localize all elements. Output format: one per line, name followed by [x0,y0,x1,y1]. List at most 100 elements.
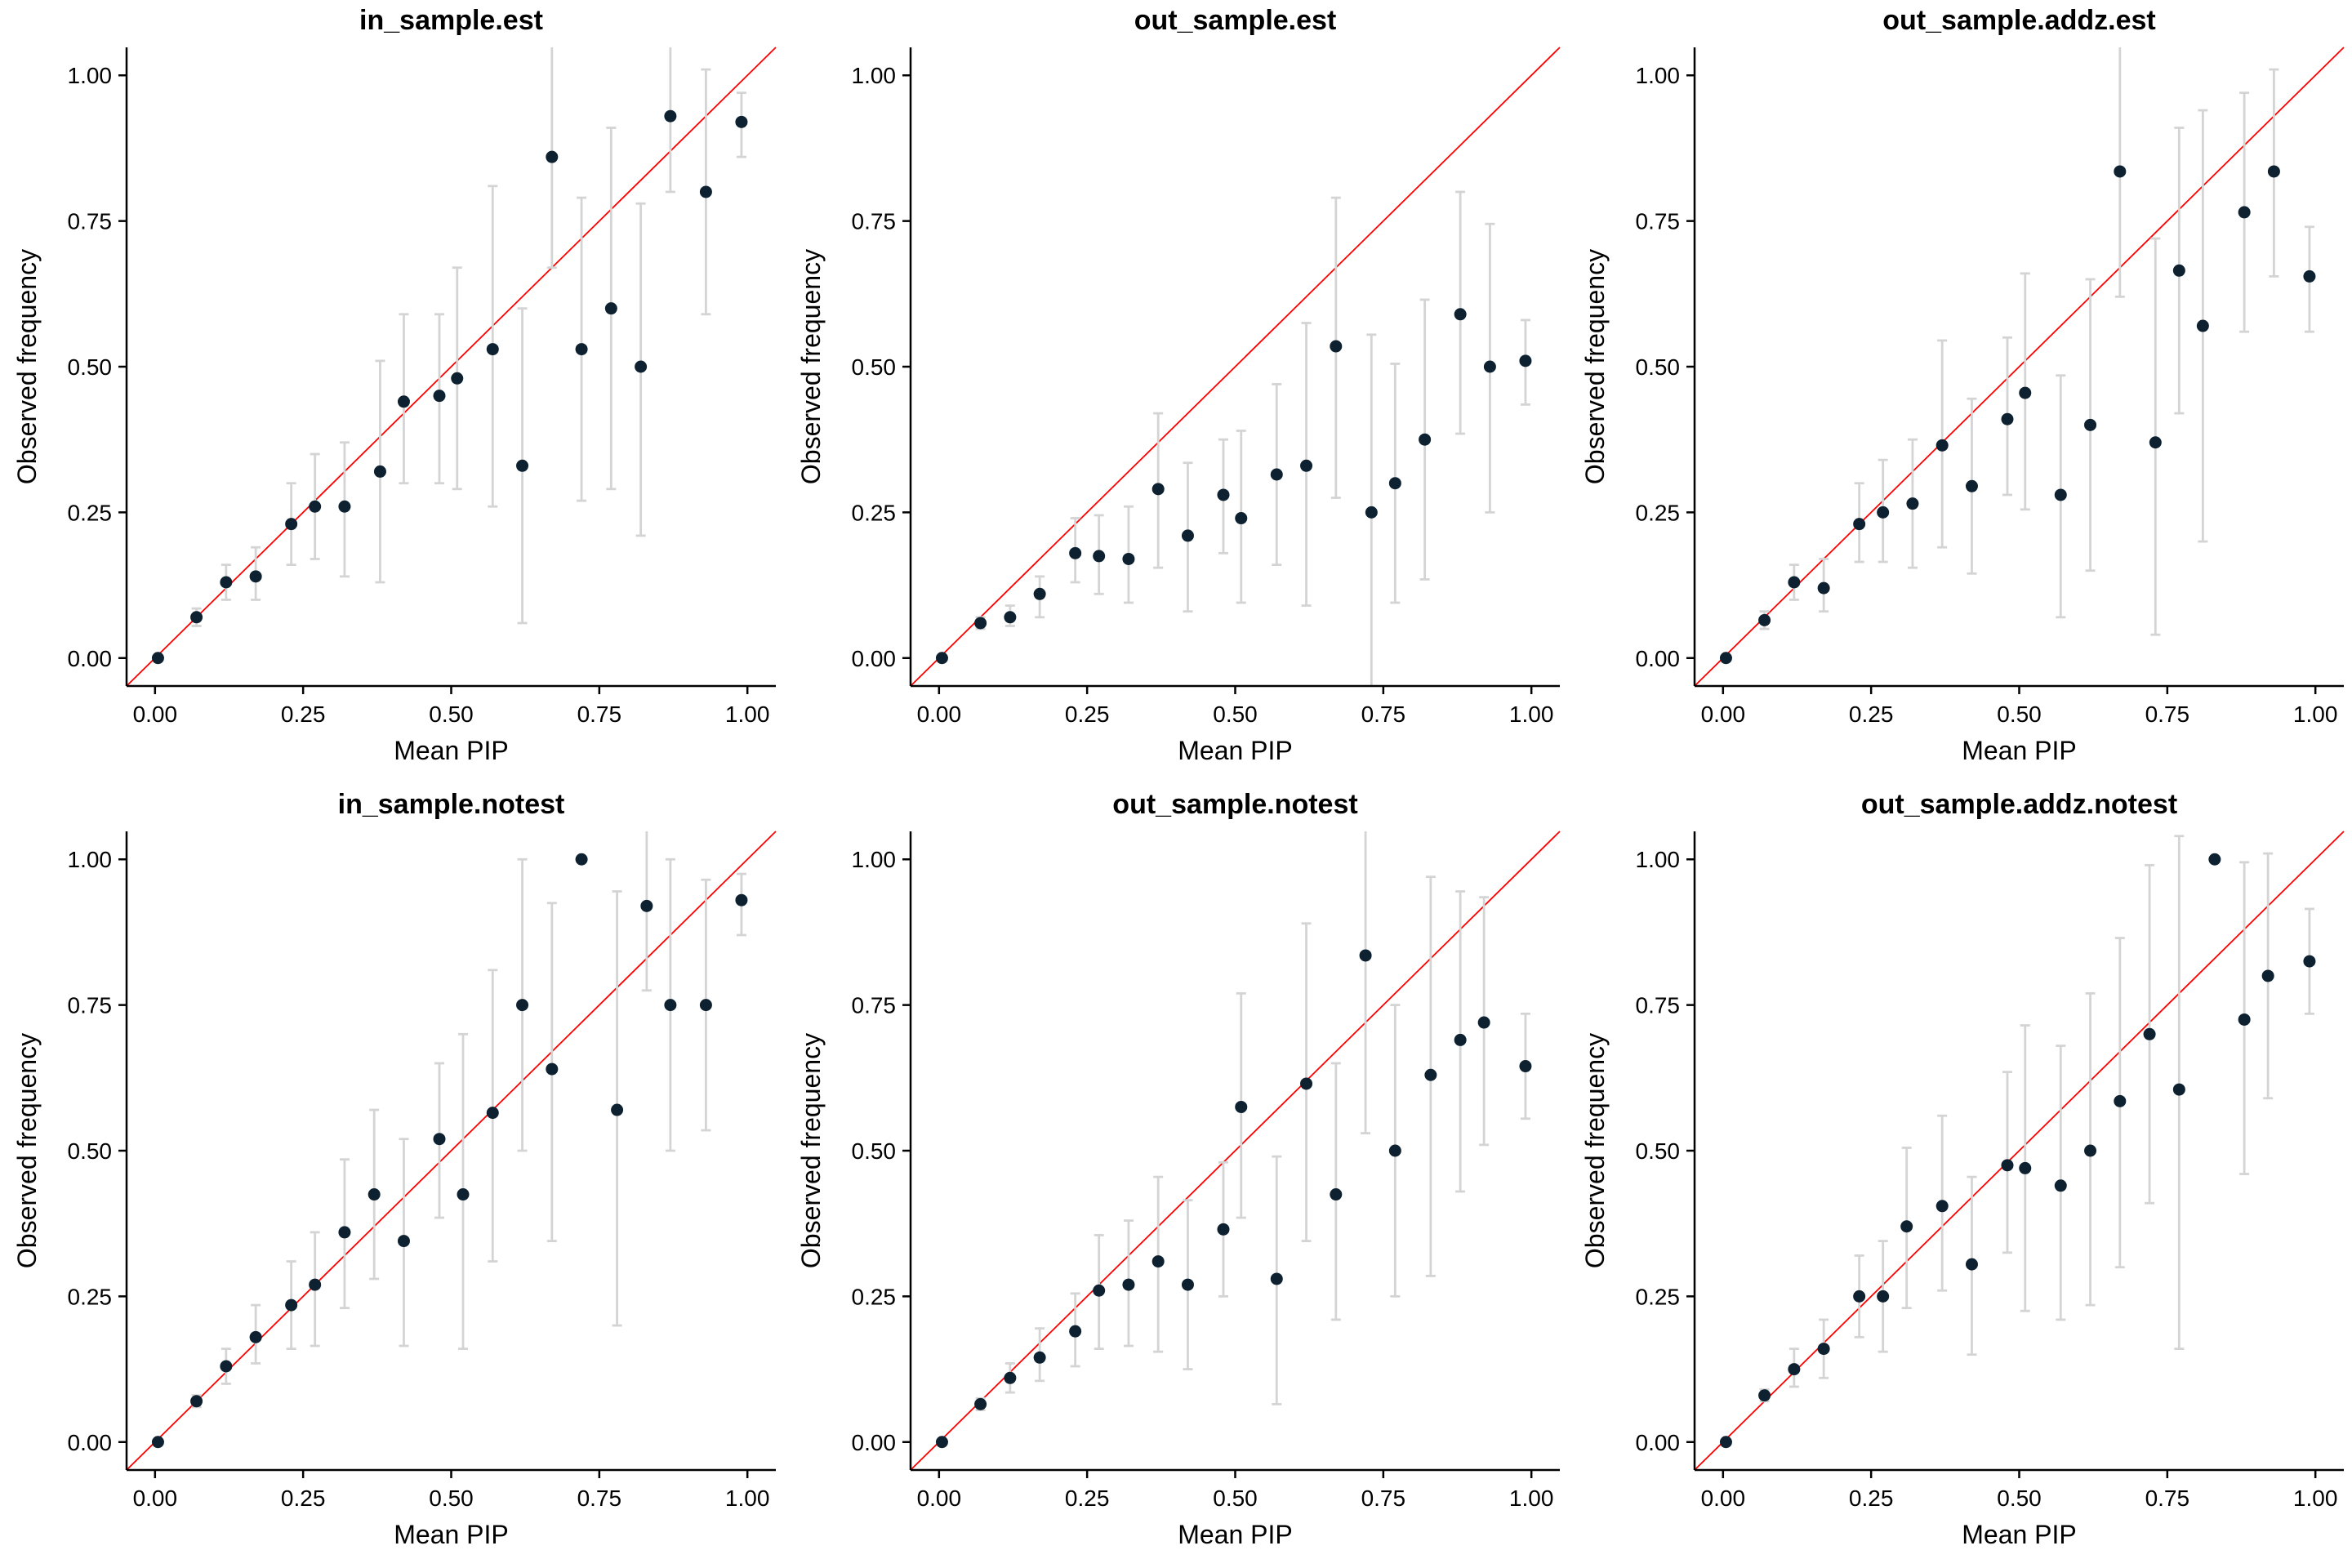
y-tick-label: 0.00 [1636,1430,1681,1455]
data-point [1936,1200,1949,1213]
data-point [2019,386,2032,399]
data-points [935,308,1532,665]
data-point [1519,1060,1532,1073]
chart-svg: 0.00 0.25 0.50 0.75 1.00 0.00 0.25 0.50 0.75 1.00… [12,5,777,765]
y-tick-label: 0.75 [1636,993,1681,1018]
data-point [190,611,203,624]
data-point [220,1360,233,1373]
data-point [1152,483,1165,496]
x-tick-label: 0.00 [917,1486,962,1511]
y-tick-label: 0.75 [1636,209,1681,234]
x-tick-label: 0.00 [133,702,178,727]
data-point [1330,1188,1343,1201]
data-point [1300,1077,1313,1090]
data-point [2149,436,2162,449]
data-point [640,899,653,912]
data-point [2001,1159,2014,1172]
data-point [974,1397,987,1410]
data-points [151,853,748,1449]
data-point [635,360,648,373]
x-tick-label: 0.75 [1361,1486,1406,1511]
data-point [1877,1290,1890,1303]
data-point [1965,479,1978,492]
data-points [1719,165,2316,665]
error-bars [191,831,746,1409]
data-point [1788,576,1801,589]
y-tick-label: 1.00 [1636,847,1681,872]
x-tick-label: 0.25 [1065,1486,1110,1511]
x-tick-label: 0.00 [917,702,962,727]
data-point [1093,1284,1106,1297]
data-point [935,1436,948,1449]
data-point [2261,969,2274,982]
identity-line [910,47,1561,687]
x-tick-label: 0.50 [1213,1486,1258,1511]
data-point [1477,1016,1490,1029]
data-point [1181,529,1194,542]
data-point [1817,581,1830,595]
y-tick-label: 0.75 [852,209,897,234]
data-point [433,1133,446,1146]
x-tick-label: 0.25 [281,702,326,727]
data-points [151,109,748,665]
data-point [735,893,748,906]
data-point [1004,1371,1017,1384]
x-tick-label: 0.50 [429,702,474,727]
y-tick-label: 0.25 [1636,1284,1681,1309]
data-point [516,999,529,1012]
data-point [1900,1220,1913,1233]
x-tick-label: 0.50 [1997,702,2042,727]
x-tick-label: 0.75 [2145,1486,2190,1511]
data-point [735,115,748,128]
panel-title: out_sample.addz.est [1882,5,2155,36]
data-point [1033,587,1046,600]
data-point [1122,552,1135,565]
y-tick-label: 0.25 [1636,500,1681,525]
x-axis-title: Mean PIP [1962,736,2077,765]
panel-in-sample-est: 0.00 0.25 0.50 0.75 1.00 0.00 0.25 0.50 0.75 1.00… [0,0,784,784]
data-points [935,949,1532,1449]
data-point [190,1395,203,1408]
x-axis-title: Mean PIP [1178,1520,1293,1549]
data-point [1877,506,1890,519]
data-point [1419,433,1432,446]
data-point [397,395,410,408]
x-tick-label: 0.75 [577,1486,622,1511]
data-point [2114,165,2127,178]
data-point [1122,1278,1135,1291]
data-point [1181,1278,1194,1291]
data-point [1270,468,1283,481]
y-tick-label: 0.25 [68,1284,113,1309]
x-tick-label: 0.25 [1849,1486,1894,1511]
data-point [664,999,677,1012]
data-point [1388,1144,1401,1157]
data-point [285,1298,298,1312]
data-points [1719,853,2316,1449]
identity-line [1694,47,2345,687]
panel-title: out_sample.addz.notest [1861,789,2177,820]
data-point [1033,1351,1046,1364]
x-tick-label: 0.75 [1361,702,1406,727]
data-point [368,1188,381,1201]
y-tick-label: 0.00 [1636,646,1681,671]
data-point [1758,1389,1771,1402]
identity-line [126,831,777,1471]
data-point [2143,1027,2156,1040]
data-point [935,652,948,665]
data-point [2019,1161,2032,1174]
panel-title: out_sample.est [1134,5,1337,36]
y-axis-title: Observed frequency [796,1033,826,1268]
data-point [1424,1068,1437,1081]
data-point [546,1062,559,1076]
data-point [516,459,529,472]
data-point [457,1188,470,1201]
y-tick-label: 1.00 [68,63,113,88]
chart-svg: 0.00 0.25 0.50 0.75 1.00 0.00 0.25 0.50 0.75 1.00… [796,789,1561,1549]
data-point [1069,1325,1082,1338]
panel-out-sample-addz-notest: 0.00 0.25 0.50 0.75 1.00 0.00 0.25 0.50 0.75 1.00… [1568,784,2352,1568]
panel-in-sample-notest: 0.00 0.25 0.50 0.75 1.00 0.00 0.25 0.50 0.75 1.00… [0,784,784,1568]
data-point [151,652,164,665]
data-point [1483,360,1496,373]
data-point [2303,955,2316,968]
data-point [974,617,987,630]
